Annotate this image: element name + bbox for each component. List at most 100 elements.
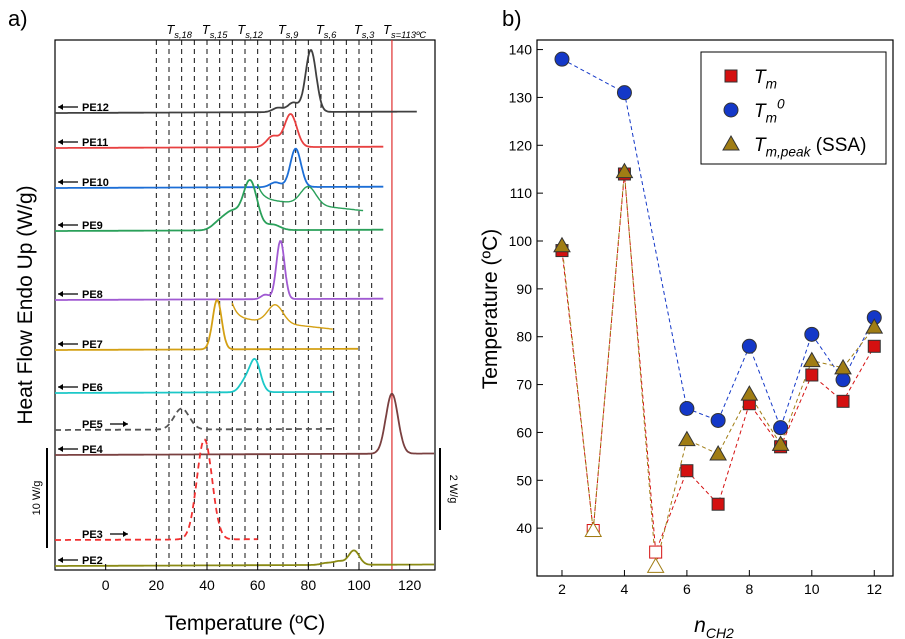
point-t-m-0 xyxy=(741,338,757,354)
panel-a-xlabel: Temperature (ºC) xyxy=(165,612,326,635)
point-t-m-peak-ssa xyxy=(834,358,852,375)
point-t-m-peak-ssa xyxy=(646,557,665,573)
legend-item-t-m: Tm xyxy=(724,67,777,92)
y-tick-label: 140 xyxy=(509,42,533,58)
y-tick-label: 50 xyxy=(516,472,532,488)
legend-marker xyxy=(722,134,740,151)
x-tick-label: 12 xyxy=(866,581,882,597)
x-tick-label: 40 xyxy=(199,577,215,593)
x-tick-label: 0 xyxy=(102,577,110,593)
point-t-m-0 xyxy=(616,85,632,101)
inset-curve-pe7 xyxy=(231,302,333,330)
point-t-m-peak-ssa xyxy=(709,444,727,461)
legend-marker xyxy=(724,69,738,83)
point-t-m xyxy=(867,339,881,353)
curve-label-pe10: PE10 xyxy=(58,177,109,189)
y-tick-label: 110 xyxy=(510,185,533,201)
top-label-t-s-9: Ts,9 xyxy=(278,22,298,40)
legend-label: Tm xyxy=(754,67,777,92)
curve-label-pe6: PE6 xyxy=(58,382,103,394)
panel-b-y-ticks: 40 50 60 70 80 90 100 110 120 130 140 xyxy=(509,42,543,536)
curve-name: PE5 xyxy=(82,419,103,431)
curve-pe5 xyxy=(55,407,333,431)
curve-pe8 xyxy=(55,240,384,301)
legend-label: Tm,peak (SSA) xyxy=(754,135,866,160)
top-label-t-s-6: Ts,6 xyxy=(316,22,337,40)
point-t-m xyxy=(711,497,725,511)
panel-b-ylabel: Temperature (ºC) xyxy=(479,229,502,390)
x-tick-label: 60 xyxy=(250,577,266,593)
legend-marker xyxy=(723,102,739,118)
curve-label-pe8: PE8 xyxy=(58,289,103,301)
x-tick-label: 8 xyxy=(745,581,753,597)
series-markers xyxy=(553,51,884,573)
curve-name: PE3 xyxy=(82,529,103,541)
curve-name: PE11 xyxy=(82,137,108,149)
curve-label-pe2: PE2 xyxy=(58,555,103,567)
legend: Tm Tm0 Tm,peak (SSA) xyxy=(700,51,887,165)
curve-name: PE4 xyxy=(82,444,104,456)
curve-label-pe12: PE12 xyxy=(58,102,109,114)
curve-label-pe4: PE4 xyxy=(58,444,104,456)
curve-name: PE12 xyxy=(82,102,109,114)
curve-label-pe5: PE5 xyxy=(82,419,128,431)
top-label-t-s-12: Ts,12 xyxy=(237,22,263,40)
arrow-head xyxy=(58,291,63,297)
y-tick-label: 100 xyxy=(509,233,533,249)
arrow-head xyxy=(58,139,63,145)
x-tick-label: 120 xyxy=(398,577,422,593)
curve-label-pe11: PE11 xyxy=(58,137,108,149)
curve-pe9 xyxy=(55,179,384,232)
curve-pe6 xyxy=(55,357,333,394)
x-tick-label: 10 xyxy=(804,581,820,597)
curve-pe7 xyxy=(55,298,358,351)
curve-pe11 xyxy=(55,113,384,149)
panel-a-ylabel: Heat Flow Endo Up (W/g) xyxy=(14,185,37,424)
curve-pe2 xyxy=(55,549,434,567)
y-tick-label: 60 xyxy=(516,424,532,440)
curve-labels: PE12 PE11 PE10 PE9 PE8 PE7 PE6 PE5 PE4 PE3 PE2 xyxy=(58,102,128,567)
curve-label-pe7: PE7 xyxy=(58,339,103,351)
arrow-head xyxy=(123,531,128,537)
top-ts-labels: Ts,18 Ts,15 Ts,12 Ts,9 Ts,6 Ts,3 Ts=113ºC xyxy=(166,22,426,40)
legend-item-t-m-0: Tm0 xyxy=(723,96,785,126)
x-tick-label: 80 xyxy=(301,577,317,593)
x-tick-label: 100 xyxy=(347,577,371,593)
top-label-t-s-18: Ts,18 xyxy=(166,22,192,40)
curve-pe12 xyxy=(55,49,417,114)
curve-pe3 xyxy=(55,438,258,541)
curve-label-pe9: PE9 xyxy=(58,220,103,232)
panel-b-plot-frame xyxy=(536,39,894,577)
y-tick-label: 40 xyxy=(516,520,532,536)
point-t-m-peak-ssa xyxy=(584,521,603,538)
curve-name: PE10 xyxy=(82,177,109,189)
x-tick-label: 2 xyxy=(558,581,566,597)
x-tick-label: 4 xyxy=(621,581,629,597)
point-t-m-0 xyxy=(835,372,851,388)
curve-name: PE9 xyxy=(82,220,103,232)
x-tick-label: 20 xyxy=(149,577,165,593)
inset-curve-pe9 xyxy=(257,183,364,212)
top-label-t-s-113-c: Ts=113ºC xyxy=(383,22,426,40)
point-t-m-peak-ssa xyxy=(771,435,790,451)
y-tick-label: 70 xyxy=(516,377,532,393)
point-t-m-peak-ssa xyxy=(802,351,821,368)
point-t-m xyxy=(680,464,694,478)
y-tick-label: 80 xyxy=(516,329,532,345)
point-t-m-0 xyxy=(679,401,695,416)
arrow-head xyxy=(58,341,63,347)
top-label-t-s-3: Ts,3 xyxy=(354,22,375,40)
point-t-m-0 xyxy=(710,412,726,428)
panel-a-label: a) xyxy=(8,6,28,31)
point-t-m-0 xyxy=(804,326,820,342)
arrow-head xyxy=(58,384,63,390)
arrow-head xyxy=(58,222,63,228)
point-t-m-peak-ssa xyxy=(553,236,571,253)
point-t-m-peak-ssa xyxy=(615,162,634,179)
curve-name: PE6 xyxy=(82,382,103,394)
ts-dashed-lines xyxy=(155,40,373,570)
point-t-m-0 xyxy=(554,51,570,67)
point-t-m-peak-ssa xyxy=(740,385,759,401)
curve-name: PE8 xyxy=(82,289,103,301)
